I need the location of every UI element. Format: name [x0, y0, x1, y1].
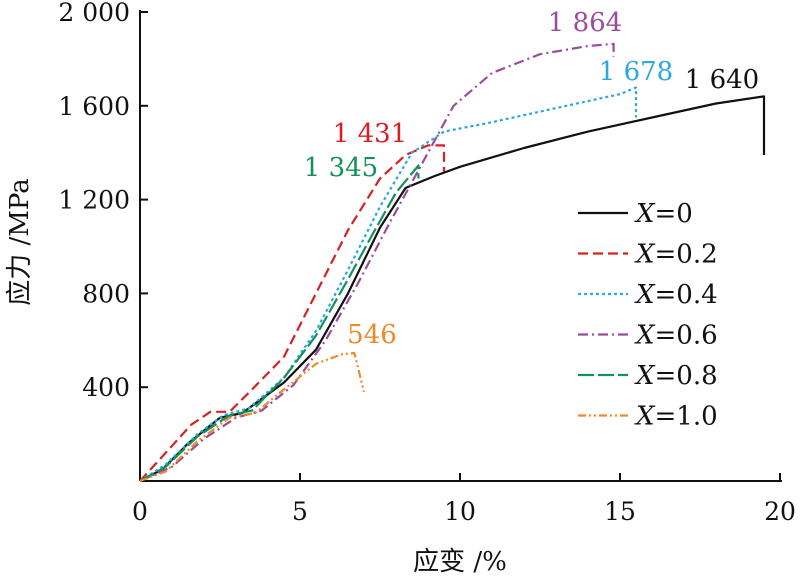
- legend-label-var: X: [634, 361, 656, 391]
- peak-label-x-0-4: 1 678: [599, 57, 673, 87]
- peak-label-x-0: 1 640: [685, 65, 759, 95]
- y-tick-label: 1 200: [58, 186, 130, 215]
- y-tick-label: 1 600: [58, 92, 130, 121]
- y-tick-label: 2 000: [58, 0, 130, 27]
- series-line-x-0-6: [139, 42, 615, 483]
- legend-label-var: X: [634, 402, 656, 432]
- x-axis-title: 应变 /%: [413, 547, 507, 577]
- legend-label-value: =0: [655, 199, 693, 229]
- legend-label-value: =0.4: [655, 280, 718, 310]
- legend-label-var: X: [634, 280, 656, 310]
- legend-label: X=0: [634, 199, 693, 229]
- legend-label: X=0.4: [634, 280, 718, 310]
- legend-label-var: X: [634, 321, 656, 351]
- legend-label: X=0.8: [634, 361, 718, 391]
- x-tick-label: 15: [604, 497, 636, 526]
- tick-labels: 0 5 10 15 20 400 800 1 200 1 600 2 000: [58, 0, 795, 526]
- x-tick-label: 0: [132, 497, 148, 526]
- axes: [139, 10, 782, 482]
- legend-label-var: X: [634, 240, 656, 270]
- series-line-x-0-2: [139, 144, 446, 482]
- legend-label-value: =1.0: [655, 402, 718, 432]
- legend-label: X=0.6: [634, 321, 718, 351]
- y-tick-label: 400: [82, 373, 130, 402]
- legend-label: X=1.0: [634, 402, 718, 432]
- legend-label-value: =0.6: [655, 321, 718, 351]
- y-axis-title: 应力 /MPa: [5, 178, 35, 305]
- legend-label-value: =0.2: [655, 240, 718, 270]
- legend: X=0X=0.2X=0.4X=0.6X=0.8X=1.0: [578, 199, 718, 432]
- series-line-x-0-8: [139, 164, 420, 482]
- series-line-x-0: [139, 95, 766, 482]
- legend-label-var: X: [634, 199, 656, 229]
- peak-label-x-0-8: 1 345: [304, 153, 378, 183]
- peak-label-x-0-2: 1 431: [333, 119, 407, 149]
- legend-label: X=0.2: [634, 240, 718, 270]
- x-tick-label: 10: [444, 497, 476, 526]
- peak-label-x-1-0: 546: [347, 320, 397, 350]
- y-tick-label: 800: [82, 279, 130, 308]
- peak-labels: 1 640 1 431 1 678 1 864 1 345 546: [304, 8, 759, 350]
- legend-label-value: =0.8: [655, 361, 718, 391]
- peak-label-x-0-6: 1 864: [548, 8, 622, 38]
- series-lines: [139, 42, 766, 483]
- series-line-x-0-4: [139, 86, 638, 482]
- x-tick-label: 20: [764, 497, 796, 526]
- series-line-x-1-0: [139, 351, 366, 483]
- x-tick-label: 5: [292, 497, 308, 526]
